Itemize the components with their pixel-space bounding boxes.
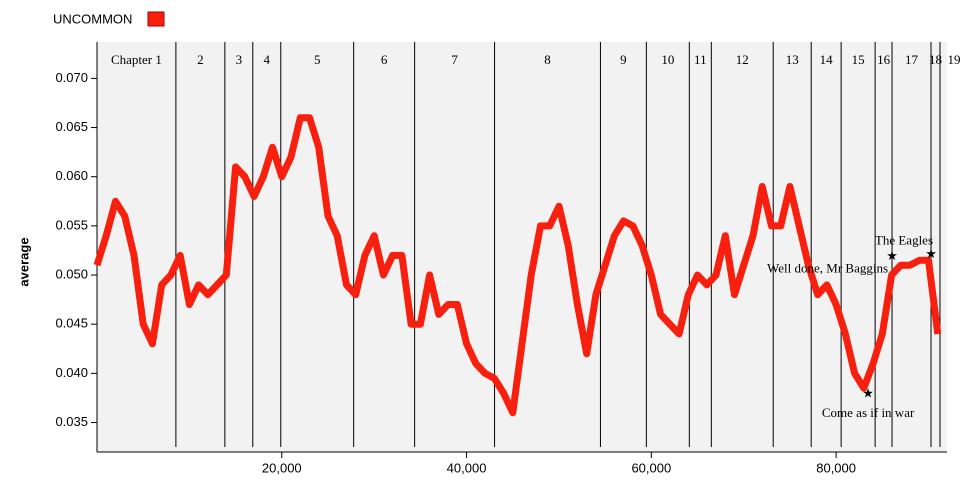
y-tick-label: 0.040 <box>55 365 88 380</box>
legend-label: UNCOMMON <box>53 11 132 26</box>
y-axis-label: average <box>16 237 31 286</box>
chapter-label: 11 <box>694 52 707 67</box>
chapter-label: 12 <box>736 52 749 67</box>
chapter-label: 15 <box>852 52 865 67</box>
x-tick-label: 60,000 <box>631 460 671 475</box>
y-tick-label: 0.050 <box>55 266 88 281</box>
chapter-label: 10 <box>661 52 674 67</box>
x-tick-label: 40,000 <box>447 460 487 475</box>
chapter-label: 14 <box>820 52 834 67</box>
legend-swatch <box>147 11 165 27</box>
annotation-star: ★ <box>925 246 937 261</box>
chapter-label: 18 <box>929 52 942 67</box>
chapter-label: 6 <box>381 52 388 67</box>
chapter-label: 9 <box>620 52 627 67</box>
y-tick-label: 0.055 <box>55 217 88 232</box>
chapter-label: 13 <box>786 52 799 67</box>
annotation-label: Come as if in war <box>822 405 915 420</box>
y-tick-label: 0.060 <box>55 168 88 183</box>
chapter-label: 2 <box>197 52 204 67</box>
chapter-label: 3 <box>236 52 243 67</box>
chapter-label: 19 <box>947 52 960 67</box>
annotation-star: ★ <box>886 248 898 263</box>
x-tick-label: 80,000 <box>816 460 856 475</box>
chapter-label: 8 <box>544 52 551 67</box>
annotation-star: ★ <box>862 385 874 400</box>
y-tick-label: 0.065 <box>55 119 88 134</box>
y-tick-label: 0.035 <box>55 414 88 429</box>
chapter-label: 16 <box>877 52 891 67</box>
chapter-label: 5 <box>314 52 321 67</box>
annotation-label: Well done, Mr Baggins <box>767 260 888 275</box>
annotation-label: The Eagles <box>875 232 933 247</box>
y-tick-label: 0.045 <box>55 316 88 331</box>
chapter-label: 7 <box>451 52 458 67</box>
y-tick-label: 0.070 <box>55 70 88 85</box>
chapter-label: 17 <box>905 52 919 67</box>
chapter-label: Chapter 1 <box>111 52 162 67</box>
chapter-label: 4 <box>264 52 271 67</box>
x-tick-label: 20,000 <box>262 460 302 475</box>
line-series <box>93 114 942 417</box>
